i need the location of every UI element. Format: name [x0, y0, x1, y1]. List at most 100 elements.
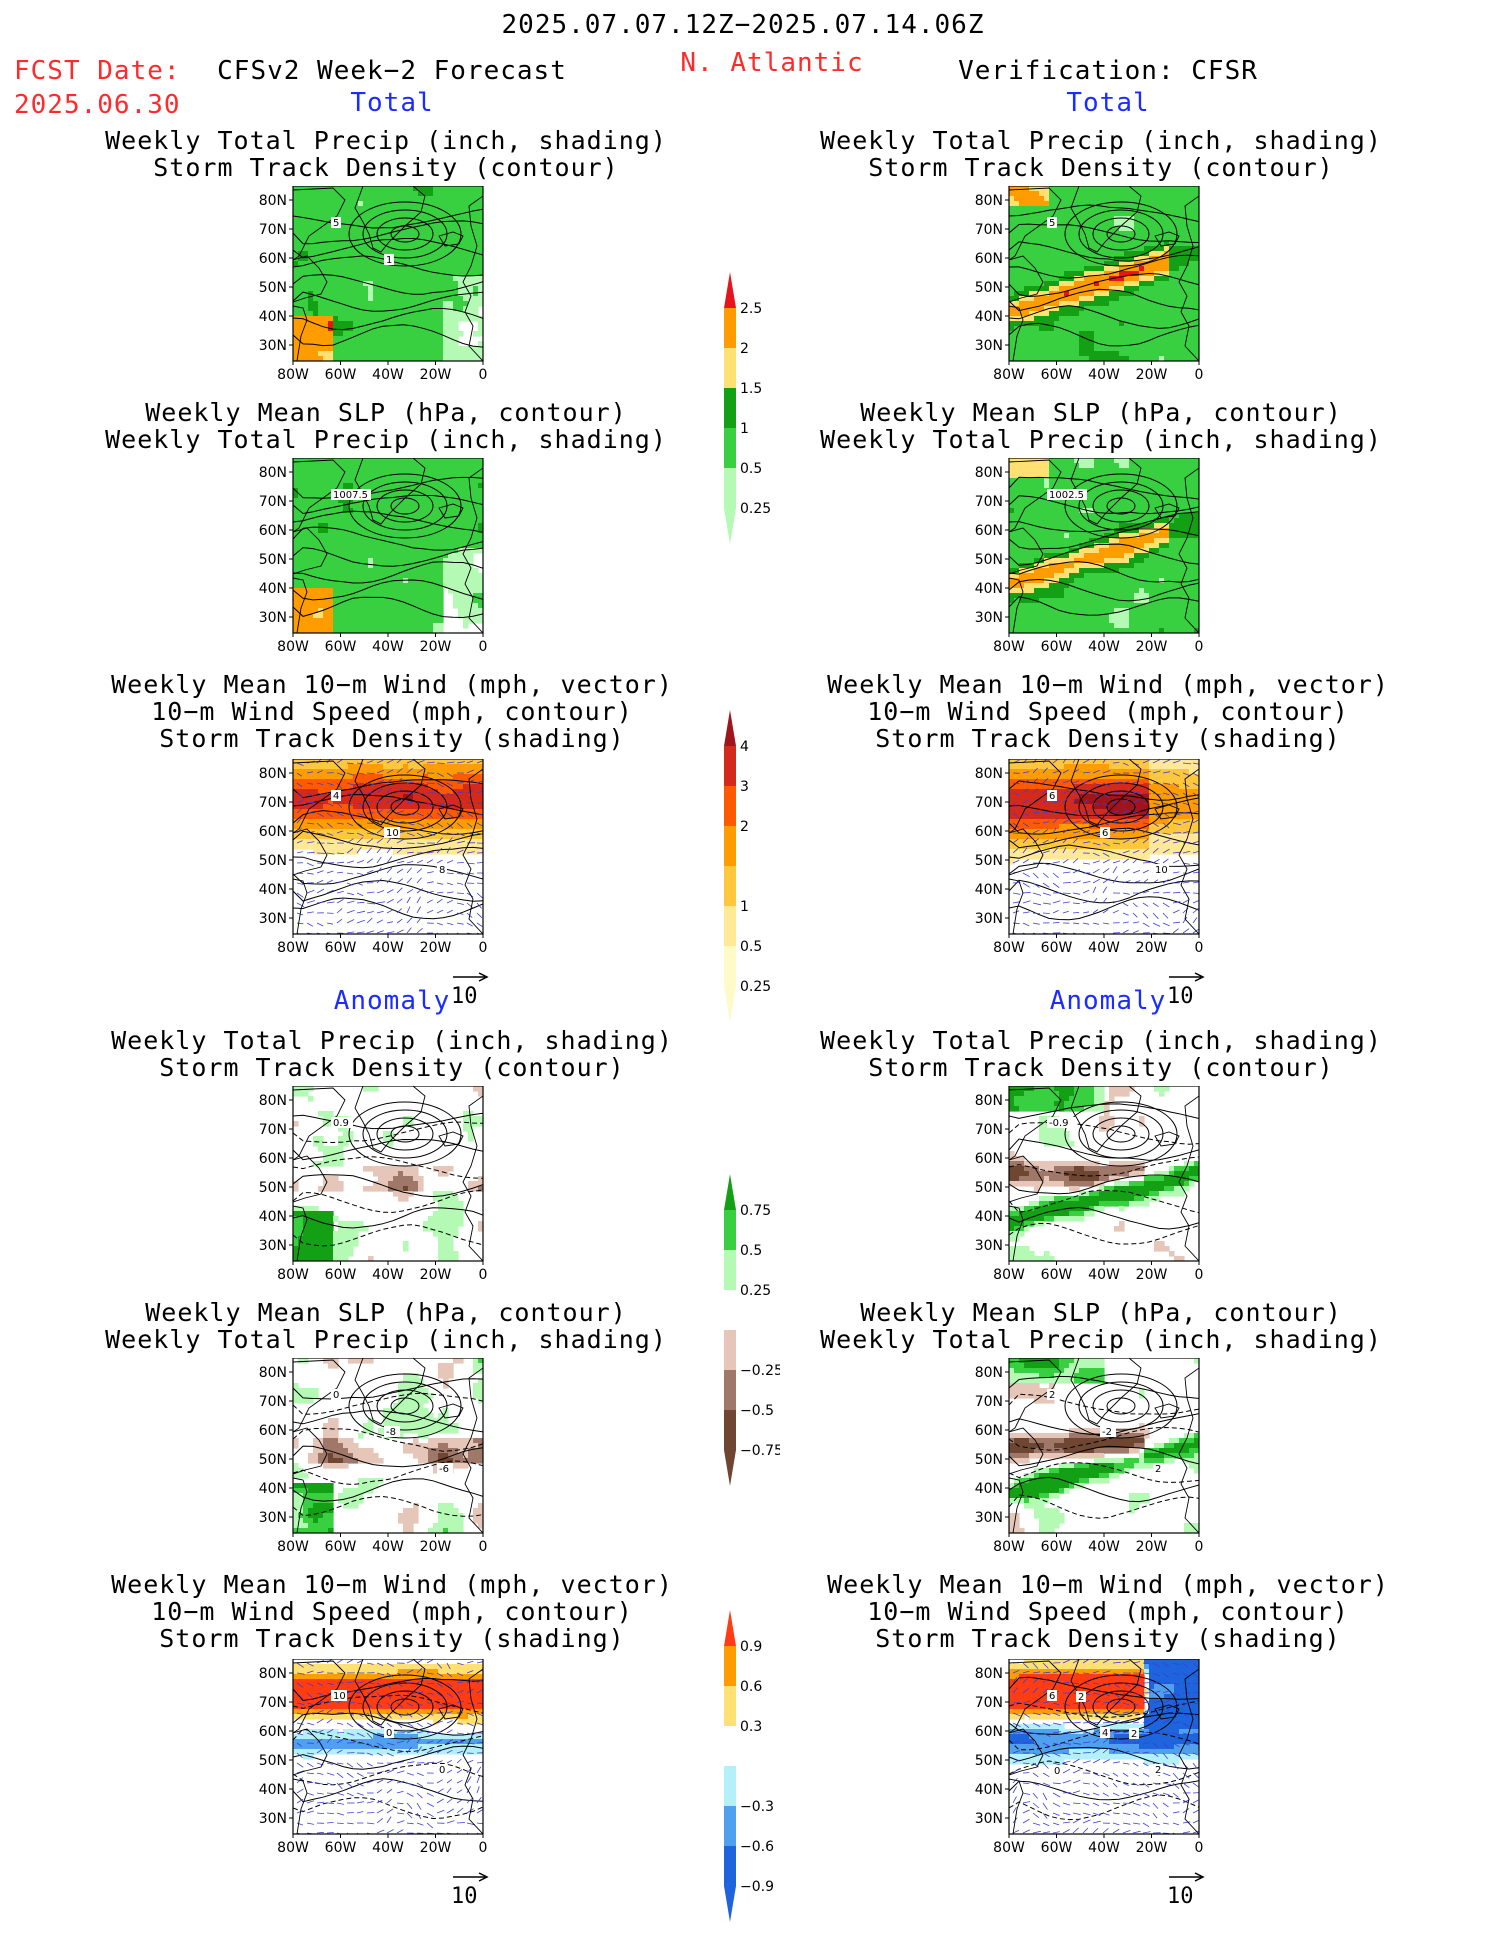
lat-tick-label: 30N	[259, 338, 287, 354]
colorbar-tick-label: 2.5	[740, 301, 762, 317]
lon-tick-label: 80W	[277, 639, 309, 655]
panel-title-obs-total-slp: Weekly Mean SLP (hPa, contour) Weekly To…	[820, 399, 1382, 453]
lon-tick-label: 80W	[993, 1267, 1025, 1283]
contour-label: 1007.5	[331, 489, 371, 501]
lon-tick-label: 80W	[993, 1840, 1025, 1856]
contour-label: -8	[384, 1426, 400, 1438]
lat-tick-label: 30N	[259, 1238, 287, 1254]
contour-label: 4	[331, 790, 341, 802]
lon-tick-label: 0	[479, 1267, 487, 1283]
arrow-right-icon	[451, 970, 491, 984]
arrow-right-icon	[1167, 970, 1207, 984]
lon-tick-label: 60W	[325, 1267, 357, 1283]
colorbar-tick-label: 0.75	[740, 1203, 771, 1219]
colorbar-tick-label: 0.5	[740, 1243, 762, 1259]
region-title: N. Atlantic	[680, 48, 863, 78]
colorbar-tick-label: 0.25	[740, 501, 771, 517]
lon-tick-label: 20W	[420, 940, 452, 956]
contour-label: 2	[1153, 1463, 1163, 1475]
colorbar-swatch	[724, 428, 736, 468]
section-total-left: Total	[350, 88, 433, 118]
vector-ref-label: 10	[1167, 984, 1207, 1009]
lat-tick-label: 70N	[975, 222, 1003, 238]
colorbar-swatch	[724, 468, 736, 508]
svg-text:1: 1	[386, 255, 392, 266]
lon-tick-label: 80W	[993, 639, 1025, 655]
title-line: Storm Track Density (contour)	[105, 154, 667, 181]
title-line: Weekly Total Precip (inch, shading)	[820, 1027, 1382, 1054]
lat-tick-label: 70N	[975, 1122, 1003, 1138]
colorbar-swatch	[724, 1210, 736, 1250]
colorbar-tick-label: −0.75	[740, 1443, 780, 1459]
colorbar-tick-label: 0.5	[740, 461, 762, 477]
lat-tick-label: 70N	[259, 222, 287, 238]
colorbar-swatch	[724, 1410, 736, 1450]
lon-tick-label: 80W	[277, 1539, 309, 1555]
contour-label: 5	[331, 217, 341, 229]
lon-tick-label: 20W	[1136, 367, 1168, 383]
contour-label: 0	[331, 1389, 341, 1401]
lon-tick-label: 0	[479, 639, 487, 655]
contour-label: 0.9	[331, 1117, 353, 1129]
panel-title-fc-anom-slp: Weekly Mean SLP (hPa, contour) Weekly To…	[105, 1299, 667, 1353]
lat-tick-label: 30N	[259, 1811, 287, 1827]
section-anomaly-left: Anomaly	[334, 986, 451, 1016]
lat-tick-label: 50N	[975, 1452, 1003, 1468]
model-title: CFSv2 Week−2 Forecast	[217, 56, 567, 86]
fcst-date-value: 2025.06.30	[14, 90, 181, 120]
colorbar-swatch	[724, 866, 736, 906]
lon-tick-label: 20W	[1136, 1267, 1168, 1283]
lon-tick-label: 40W	[1088, 1267, 1120, 1283]
title-line: Weekly Mean SLP (hPa, contour)	[105, 399, 667, 426]
lon-tick-label: 40W	[372, 639, 404, 655]
lat-tick-label: 30N	[259, 911, 287, 927]
title-line: Weekly Mean SLP (hPa, contour)	[820, 399, 1382, 426]
lon-tick-label: 20W	[420, 1539, 452, 1555]
shading-field	[293, 186, 484, 362]
vector-ref-label: 10	[451, 1884, 491, 1909]
lat-tick-label: 80N	[259, 766, 287, 782]
panel-title-obs-total-precip: Weekly Total Precip (inch, shading) Stor…	[820, 127, 1382, 181]
colorbar-top-arrow	[724, 272, 736, 308]
section-anomaly-right: Anomaly	[1050, 986, 1167, 1016]
colorbar-svg: 0.750.50.25−0.25−0.5−0.75	[720, 1170, 780, 1500]
contour-label: 1	[384, 254, 394, 266]
lon-tick-label: 60W	[325, 367, 357, 383]
contour-label: 6	[1047, 790, 1057, 802]
fcst-date-label: FCST Date:	[14, 56, 181, 86]
colorbar-swatch	[724, 1646, 736, 1686]
shading-field	[1009, 458, 1200, 634]
lon-tick-label: 0	[1195, 1539, 1203, 1555]
contour-label: 2	[1076, 1691, 1086, 1703]
lat-tick-label: 50N	[259, 280, 287, 296]
title-line: Weekly Mean 10−m Wind (mph, vector)	[111, 671, 673, 698]
lon-tick-label: 40W	[1088, 1840, 1120, 1856]
colorbar-tick-label: 1	[740, 899, 749, 915]
title-line: 10−m Wind Speed (mph, contour)	[827, 698, 1389, 725]
title-line: Storm Track Density (contour)	[820, 1054, 1382, 1081]
lon-tick-label: 60W	[1041, 1267, 1073, 1283]
colorbar-tick-label: 0.3	[740, 1719, 762, 1735]
lon-tick-label: 60W	[1041, 940, 1073, 956]
lon-tick-label: 40W	[372, 1539, 404, 1555]
date-range-title: 2025.07.07.12Z−2025.07.14.06Z	[502, 10, 985, 40]
panel-title-fc-anom-precip: Weekly Total Precip (inch, shading) Stor…	[111, 1027, 673, 1081]
lon-tick-label: 0	[479, 1840, 487, 1856]
panel-title-fc-anom-wind: Weekly Mean 10−m Wind (mph, vector) 10−m…	[111, 1571, 673, 1652]
colorbar-tick-label: 3	[740, 779, 749, 795]
lat-tick-label: 30N	[975, 610, 1003, 626]
svg-text:4: 4	[333, 791, 339, 802]
lat-tick-label: 60N	[259, 1423, 287, 1439]
lon-tick-label: 80W	[277, 1840, 309, 1856]
svg-text:8: 8	[439, 865, 445, 876]
shading-field	[293, 759, 485, 937]
